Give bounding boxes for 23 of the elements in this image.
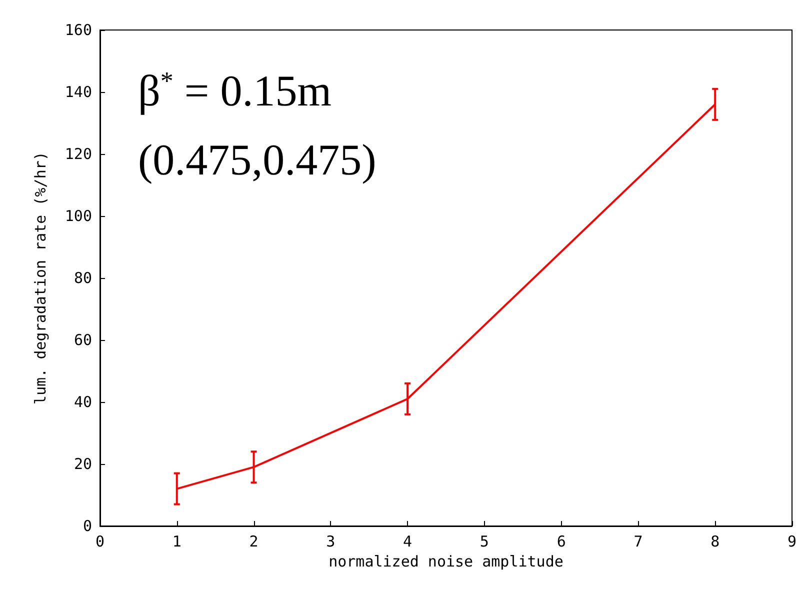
x-tick-label: 8 xyxy=(710,532,720,550)
x-tick-label: 1 xyxy=(172,532,182,550)
x-tick-label: 7 xyxy=(634,532,643,550)
x-tick-label: 5 xyxy=(480,532,489,550)
x-tick-label: 9 xyxy=(787,532,797,550)
x-axis-title: normalized noise amplitude xyxy=(328,552,564,570)
y-tick-label: 80 xyxy=(74,269,92,287)
y-tick-label: 60 xyxy=(74,331,92,349)
y-tick-label: 0 xyxy=(82,517,92,535)
y-tick-label: 140 xyxy=(64,83,92,101)
y-tick-label: 120 xyxy=(64,145,92,163)
y-tick-label: 40 xyxy=(74,393,92,411)
annotation: (0.475,0.475) xyxy=(138,136,376,184)
x-tick-label: 0 xyxy=(95,532,105,550)
x-tick-label: 4 xyxy=(403,532,412,550)
y-tick-label: 100 xyxy=(64,207,92,225)
x-tick-label: 3 xyxy=(326,532,336,550)
x-tick-label: 2 xyxy=(249,532,258,550)
y-axis-title: lum. degradation rate (%/hr) xyxy=(32,152,50,404)
y-tick-label: 20 xyxy=(74,455,92,473)
x-tick-label: 6 xyxy=(556,532,566,550)
annotation: β* = 0.15m xyxy=(138,66,332,116)
y-tick-label: 160 xyxy=(64,21,92,39)
